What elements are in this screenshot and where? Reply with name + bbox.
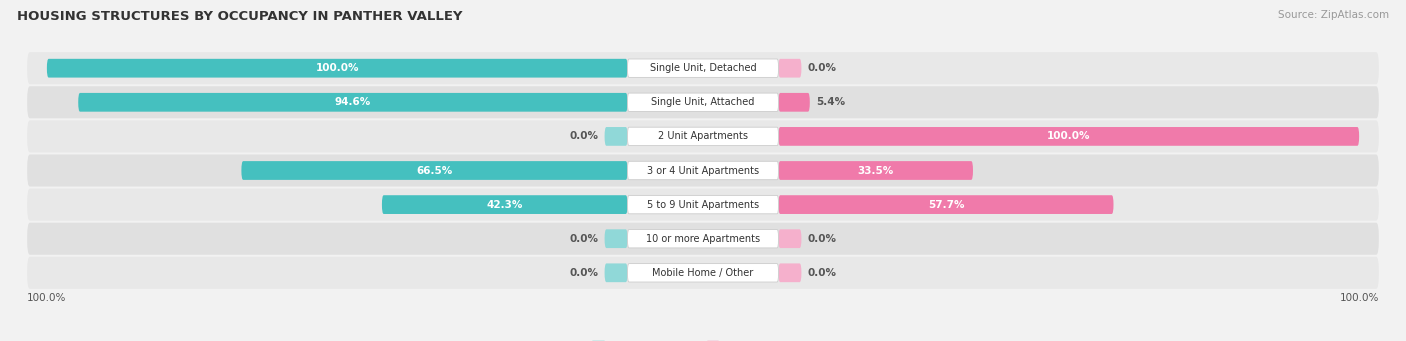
Text: 0.0%: 0.0% (569, 131, 598, 142)
Text: 100.0%: 100.0% (315, 63, 359, 73)
FancyBboxPatch shape (627, 93, 779, 112)
Text: Single Unit, Attached: Single Unit, Attached (651, 97, 755, 107)
Text: HOUSING STRUCTURES BY OCCUPANCY IN PANTHER VALLEY: HOUSING STRUCTURES BY OCCUPANCY IN PANTH… (17, 10, 463, 23)
FancyBboxPatch shape (27, 86, 1379, 118)
FancyBboxPatch shape (627, 195, 779, 214)
FancyBboxPatch shape (627, 59, 779, 77)
FancyBboxPatch shape (382, 195, 627, 214)
FancyBboxPatch shape (605, 264, 627, 282)
FancyBboxPatch shape (779, 195, 1114, 214)
FancyBboxPatch shape (605, 127, 627, 146)
Text: 33.5%: 33.5% (858, 165, 894, 176)
FancyBboxPatch shape (779, 229, 801, 248)
Text: 57.7%: 57.7% (928, 199, 965, 210)
FancyBboxPatch shape (27, 52, 1379, 84)
FancyBboxPatch shape (627, 264, 779, 282)
Text: 94.6%: 94.6% (335, 97, 371, 107)
FancyBboxPatch shape (779, 93, 810, 112)
Text: Single Unit, Detached: Single Unit, Detached (650, 63, 756, 73)
Text: 0.0%: 0.0% (569, 268, 598, 278)
Text: 10 or more Apartments: 10 or more Apartments (645, 234, 761, 244)
Text: 0.0%: 0.0% (569, 234, 598, 244)
FancyBboxPatch shape (627, 229, 779, 248)
Text: 0.0%: 0.0% (808, 63, 837, 73)
FancyBboxPatch shape (27, 154, 1379, 187)
Text: 100.0%: 100.0% (1047, 131, 1091, 142)
FancyBboxPatch shape (46, 59, 627, 78)
Text: 66.5%: 66.5% (416, 165, 453, 176)
Text: 5.4%: 5.4% (817, 97, 845, 107)
FancyBboxPatch shape (27, 223, 1379, 255)
FancyBboxPatch shape (779, 161, 973, 180)
FancyBboxPatch shape (779, 59, 801, 78)
FancyBboxPatch shape (605, 229, 627, 248)
Text: 42.3%: 42.3% (486, 199, 523, 210)
Text: 0.0%: 0.0% (808, 268, 837, 278)
FancyBboxPatch shape (627, 161, 779, 180)
FancyBboxPatch shape (242, 161, 627, 180)
FancyBboxPatch shape (627, 127, 779, 146)
FancyBboxPatch shape (779, 127, 1360, 146)
FancyBboxPatch shape (27, 257, 1379, 289)
Text: Source: ZipAtlas.com: Source: ZipAtlas.com (1278, 10, 1389, 20)
Text: 100.0%: 100.0% (1340, 293, 1379, 303)
Text: 0.0%: 0.0% (808, 234, 837, 244)
FancyBboxPatch shape (27, 189, 1379, 221)
Text: 2 Unit Apartments: 2 Unit Apartments (658, 131, 748, 142)
FancyBboxPatch shape (79, 93, 627, 112)
Text: 5 to 9 Unit Apartments: 5 to 9 Unit Apartments (647, 199, 759, 210)
Text: Mobile Home / Other: Mobile Home / Other (652, 268, 754, 278)
FancyBboxPatch shape (779, 264, 801, 282)
Text: 100.0%: 100.0% (27, 293, 66, 303)
FancyBboxPatch shape (27, 120, 1379, 152)
Text: 3 or 4 Unit Apartments: 3 or 4 Unit Apartments (647, 165, 759, 176)
